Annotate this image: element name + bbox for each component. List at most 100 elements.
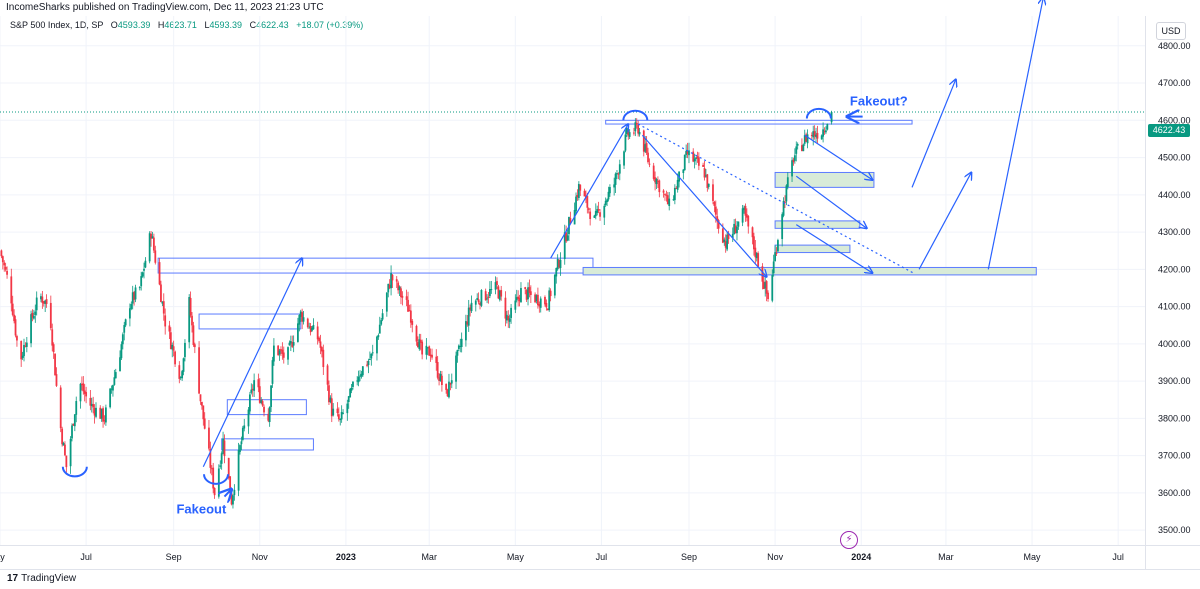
time-tick-label: Nov xyxy=(767,552,784,562)
candle-body xyxy=(486,298,488,300)
candle-body xyxy=(514,300,517,310)
candle-body xyxy=(192,325,195,346)
candle-body xyxy=(178,365,181,379)
candle-body xyxy=(278,350,281,355)
candle-body xyxy=(624,134,627,151)
candle-body xyxy=(494,282,497,290)
time-tick-label: Jul xyxy=(596,552,608,562)
trend-arrow xyxy=(795,175,867,228)
candle-body xyxy=(682,169,685,174)
candle-body xyxy=(119,357,121,372)
candle-body xyxy=(535,295,538,302)
candle-body xyxy=(445,383,448,390)
candle-body xyxy=(282,352,285,358)
candle-body xyxy=(90,403,93,407)
candle-body xyxy=(665,194,668,196)
candle-body xyxy=(45,299,48,305)
currency-button[interactable]: USD xyxy=(1156,22,1186,40)
lightning-icon[interactable]: ⚡ xyxy=(840,531,858,549)
candle-body xyxy=(128,308,131,319)
candle-body xyxy=(14,319,17,336)
candle-body xyxy=(229,476,232,494)
candle-body xyxy=(112,385,114,391)
candle-body xyxy=(357,376,360,383)
price-tick-label: 3500.00 xyxy=(1158,525,1191,535)
candle-body xyxy=(644,144,647,152)
candle-body xyxy=(4,266,7,270)
candle-body xyxy=(538,303,541,307)
candle-body xyxy=(435,356,438,363)
candle-body xyxy=(21,355,24,358)
candle-body xyxy=(597,209,600,211)
candle-body xyxy=(250,389,253,393)
candle-body xyxy=(213,487,216,496)
candle-body xyxy=(575,196,577,212)
candle-body xyxy=(721,228,724,243)
time-tick-label: Jul xyxy=(80,552,92,562)
candle-body xyxy=(803,135,806,144)
candle-body xyxy=(340,412,343,420)
candle-body xyxy=(113,377,116,385)
candle-body xyxy=(35,297,38,311)
candle-body xyxy=(409,310,412,323)
price-tick-label: 4000.00 xyxy=(1158,339,1191,349)
candle-body xyxy=(589,211,592,219)
candle-body xyxy=(49,302,52,329)
candle-body xyxy=(586,195,589,208)
candle-body xyxy=(731,233,734,238)
candle-body xyxy=(599,212,601,217)
candle-body xyxy=(525,290,528,300)
candle-body xyxy=(802,144,805,152)
candle-body xyxy=(793,155,796,161)
candle-body xyxy=(54,353,56,376)
time-axis[interactable]: ay Jul Sep Nov 2023 Mar May Jul Sep Nov 2024 Mar May… xyxy=(0,545,1200,570)
candle-body xyxy=(426,347,429,349)
candle-body xyxy=(277,345,280,356)
candle-body xyxy=(816,132,819,139)
candle-body xyxy=(59,387,62,429)
candle-body xyxy=(367,360,370,366)
candle-body xyxy=(467,307,470,326)
candle-body xyxy=(89,397,92,406)
candle-body xyxy=(755,252,758,259)
candle-body xyxy=(328,385,330,403)
candle-body xyxy=(647,152,649,163)
candle-body xyxy=(652,165,655,179)
candle-body xyxy=(429,354,432,357)
candle-body xyxy=(727,233,730,239)
candle-body xyxy=(232,495,234,505)
candle-body xyxy=(16,336,18,341)
time-tick-label: Sep xyxy=(166,552,182,562)
candle-body xyxy=(439,373,442,382)
candle-body xyxy=(676,179,679,190)
trend-arrow xyxy=(641,134,766,277)
candle-body xyxy=(160,284,162,303)
candle-body xyxy=(376,336,378,354)
candle-body xyxy=(672,199,675,201)
candle-body xyxy=(10,276,13,304)
candle-body xyxy=(703,168,706,178)
price-axis[interactable]: 4800.00 4700.00 4600.00 4500.00 4400.00 4300.… xyxy=(1145,16,1191,570)
candle-body xyxy=(504,297,507,319)
candle-body xyxy=(69,438,72,467)
candle-body xyxy=(576,194,579,198)
candle-body xyxy=(371,352,374,354)
candle-body xyxy=(79,383,82,402)
candle-body xyxy=(109,388,112,408)
candle-body xyxy=(603,205,606,218)
trend-arrow xyxy=(550,124,629,259)
candle-body xyxy=(298,315,301,325)
support-zone xyxy=(198,313,302,330)
candle-body xyxy=(25,342,28,347)
candle-body xyxy=(666,195,669,205)
candle-body xyxy=(724,241,727,248)
candle-body xyxy=(805,134,808,142)
tradingview-logo[interactable]: 17 TradingView xyxy=(7,573,76,584)
candle-body xyxy=(415,325,418,342)
candle-body xyxy=(247,409,250,427)
candle-body xyxy=(507,315,510,321)
candle-body xyxy=(401,295,404,298)
candle-body xyxy=(745,214,748,218)
candle-body xyxy=(240,441,243,445)
